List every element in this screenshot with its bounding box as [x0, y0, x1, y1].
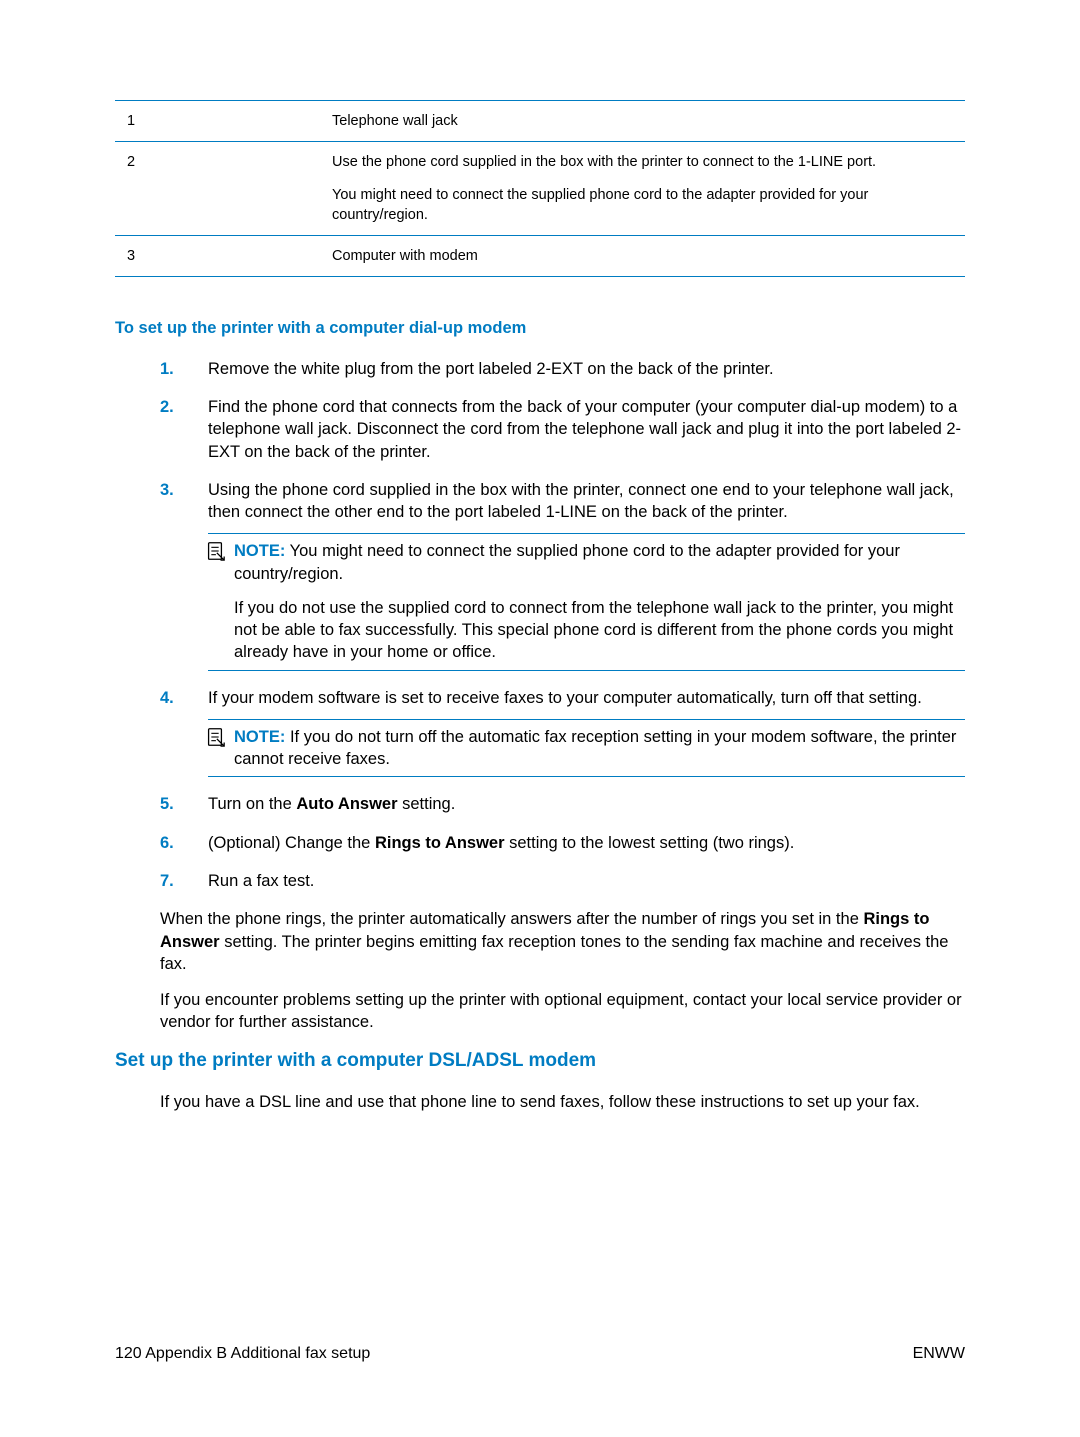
def-desc-line: Use the phone cord supplied in the box w… — [332, 152, 953, 172]
note-callout: NOTE: If you do not turn off the automat… — [208, 719, 965, 778]
note-paragraph: NOTE: If you do not turn off the automat… — [234, 726, 965, 771]
def-desc: Use the phone cord supplied in the box w… — [320, 142, 965, 236]
steps-list: 1. Remove the white plug from the port l… — [160, 358, 965, 893]
step-text-bold: Auto Answer — [296, 795, 397, 813]
step-item: 5. Turn on the Auto Answer setting. — [160, 793, 965, 815]
note-callout: NOTE: You might need to connect the supp… — [208, 533, 965, 670]
table-row: 2 Use the phone cord supplied in the box… — [115, 142, 965, 236]
procedure-heading: To set up the printer with a computer di… — [115, 317, 965, 339]
footer-left: 120 Appendix B Additional fax setup — [115, 1343, 370, 1365]
step-number: 5. — [160, 793, 174, 815]
closing-text-part: setting. The printer begins emitting fax… — [160, 933, 949, 973]
note-text: You might need to connect the supplied p… — [234, 542, 900, 582]
note-icon — [204, 726, 226, 748]
footer-right: ENWW — [913, 1343, 965, 1365]
step-item: 1. Remove the white plug from the port l… — [160, 358, 965, 380]
step-item: 6. (Optional) Change the Rings to Answer… — [160, 832, 965, 854]
section-heading: Set up the printer with a computer DSL/A… — [115, 1048, 965, 1074]
def-desc: Computer with modem — [320, 236, 965, 277]
step-number: 3. — [160, 479, 174, 501]
step-text-part: setting. — [398, 795, 456, 813]
definitions-table: 1 Telephone wall jack 2 Use the phone co… — [115, 100, 965, 277]
note-text: If you do not turn off the automatic fax… — [234, 728, 956, 768]
step-text: Using the phone cord supplied in the box… — [208, 481, 954, 521]
step-number: 2. — [160, 396, 174, 418]
step-number: 1. — [160, 358, 174, 380]
step-text: (Optional) Change the Rings to Answer se… — [208, 834, 794, 852]
step-text-part: (Optional) Change the — [208, 834, 375, 852]
step-text: Turn on the Auto Answer setting. — [208, 795, 455, 813]
note-label: NOTE: — [234, 728, 285, 746]
step-number: 6. — [160, 832, 174, 854]
closing-paragraph: When the phone rings, the printer automa… — [160, 908, 965, 975]
closing-text-part: When the phone rings, the printer automa… — [160, 910, 863, 928]
def-num: 1 — [115, 101, 320, 142]
def-num: 2 — [115, 142, 320, 236]
def-desc-line: Telephone wall jack — [332, 111, 953, 131]
note-label: NOTE: — [234, 542, 285, 560]
note-icon — [204, 540, 226, 562]
step-text: Find the phone cord that connects from t… — [208, 398, 961, 461]
section-intro: If you have a DSL line and use that phon… — [160, 1091, 965, 1113]
step-item: 3. Using the phone cord supplied in the … — [160, 479, 965, 671]
step-text-part: setting to the lowest setting (two rings… — [505, 834, 795, 852]
step-item: 2. Find the phone cord that connects fro… — [160, 396, 965, 463]
def-desc-line: Computer with modem — [332, 246, 953, 266]
def-num: 3 — [115, 236, 320, 277]
table-row: 3 Computer with modem — [115, 236, 965, 277]
page-footer: 120 Appendix B Additional fax setup ENWW — [115, 1343, 965, 1365]
note-paragraph: If you do not use the supplied cord to c… — [234, 597, 965, 664]
def-desc-line: You might need to connect the supplied p… — [332, 185, 953, 226]
table-row: 1 Telephone wall jack — [115, 101, 965, 142]
step-text: Run a fax test. — [208, 872, 314, 890]
def-desc: Telephone wall jack — [320, 101, 965, 142]
step-number: 4. — [160, 687, 174, 709]
step-text: Remove the white plug from the port labe… — [208, 360, 774, 378]
step-text: If your modem software is set to receive… — [208, 689, 922, 707]
step-item: 7. Run a fax test. — [160, 870, 965, 892]
note-paragraph: NOTE: You might need to connect the supp… — [234, 540, 965, 585]
step-text-part: Turn on the — [208, 795, 296, 813]
closing-paragraph: If you encounter problems setting up the… — [160, 989, 965, 1034]
step-text-bold: Rings to Answer — [375, 834, 505, 852]
step-item: 4. If your modem software is set to rece… — [160, 687, 965, 778]
step-number: 7. — [160, 870, 174, 892]
